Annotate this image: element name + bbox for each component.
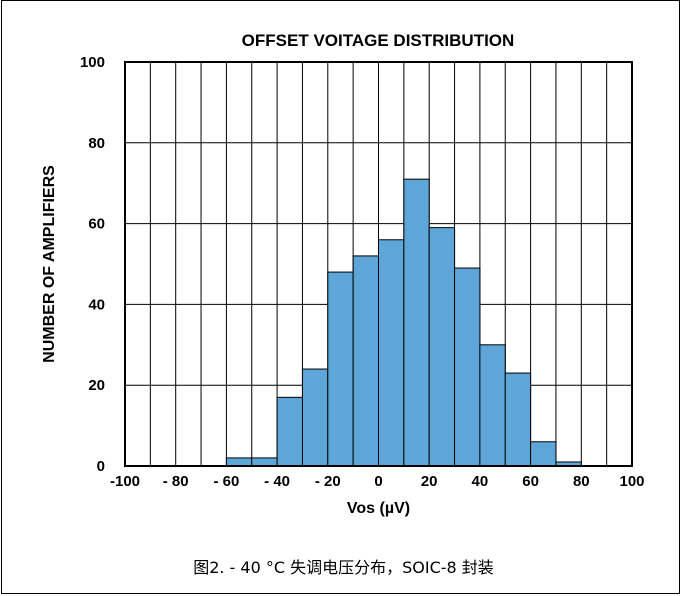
x-tick-label: -100 <box>110 473 140 490</box>
plot-border <box>124 61 633 467</box>
y-axis-label: NUMBER OF AMPLIFIERS <box>41 165 58 363</box>
histogram-bar <box>251 457 278 467</box>
y-tick-label: 80 <box>88 135 105 152</box>
x-tick-label: 80 <box>573 473 590 490</box>
histogram-bar <box>454 267 481 467</box>
histogram-bar <box>530 441 557 467</box>
histogram-chart: OFFSET VOITAGE DISTRIBUTION -100 - 80 - 60… <box>41 31 645 517</box>
histogram-bar <box>301 368 329 467</box>
y-tick-labels: 0 20 40 60 80 100 <box>80 54 105 475</box>
histogram-bar <box>504 372 532 467</box>
y-tick-label: 20 <box>88 377 105 394</box>
histogram-bar <box>428 227 456 467</box>
x-tick-label: - 80 <box>163 473 189 490</box>
x-tick-label: 0 <box>374 473 382 490</box>
histogram-bar <box>276 396 303 467</box>
histogram-bar <box>327 271 354 467</box>
y-tick-label: 60 <box>88 216 105 233</box>
histogram-bar <box>378 239 405 467</box>
x-tick-label: 60 <box>522 473 539 490</box>
figure-caption: 图2. - 40 °C 失调电压分布，SOIC-8 封装 <box>193 558 494 577</box>
y-tick-label: 100 <box>80 54 105 71</box>
histogram-bar <box>225 457 253 467</box>
x-tick-label: 20 <box>421 473 438 490</box>
x-tick-label: 40 <box>472 473 489 490</box>
histogram-bar <box>403 178 430 467</box>
y-tick-label: 0 <box>97 458 105 475</box>
x-axis-label: Vos (µV) <box>347 500 410 517</box>
x-tick-labels: -100 - 80 - 60 - 40 - 20 0 20 40 60 80 100 <box>110 473 645 490</box>
histogram-bar <box>352 255 379 467</box>
x-tick-label: 100 <box>619 473 644 490</box>
x-tick-label: - 20 <box>315 473 341 490</box>
histogram-bar <box>479 344 506 467</box>
chart-title: OFFSET VOITAGE DISTRIBUTION <box>242 31 515 50</box>
histogram-bars <box>225 178 582 467</box>
x-tick-label: - 40 <box>264 473 290 490</box>
y-tick-label: 40 <box>88 296 105 313</box>
x-tick-label: - 60 <box>213 473 239 490</box>
